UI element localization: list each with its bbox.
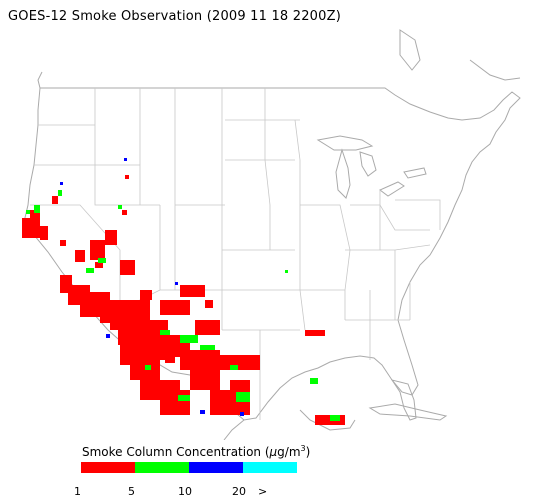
cuba [368,403,448,421]
great-lakes-huron [359,151,377,177]
canada-coast [37,29,521,89]
legend-swatch-10-20 [189,462,243,473]
legend-swatch-gt-20 [243,462,297,473]
legend-tick-5: 5 [128,485,135,498]
legend-color-bar [81,462,297,473]
great-lakes-superior [316,135,374,151]
smoke-level-10-20 [60,158,244,416]
smoke-level-5-10 [26,190,340,421]
map-title: GOES-12 Smoke Observation (2009 11 18 22… [8,9,341,24]
mexico-coast [223,409,356,440]
great-lakes-ontario [403,167,427,179]
legend-title: Smoke Column Concentration (μg/m3) [82,444,311,459]
great-lakes-erie [379,181,405,197]
great-lakes-michigan [335,148,351,199]
legend-swatch-1-5 [81,462,135,473]
legend-tick-gt: > [258,485,268,498]
smoke-level-1-5 [22,175,345,425]
us-outline [23,29,521,440]
smoke-map [22,29,521,440]
legend-tick-20: 20 [232,485,246,498]
legend-tick-1: 1 [74,485,81,498]
legend-swatch-5-10 [135,462,189,473]
florida-peninsula [390,379,417,421]
legend-tick-10: 10 [178,485,192,498]
